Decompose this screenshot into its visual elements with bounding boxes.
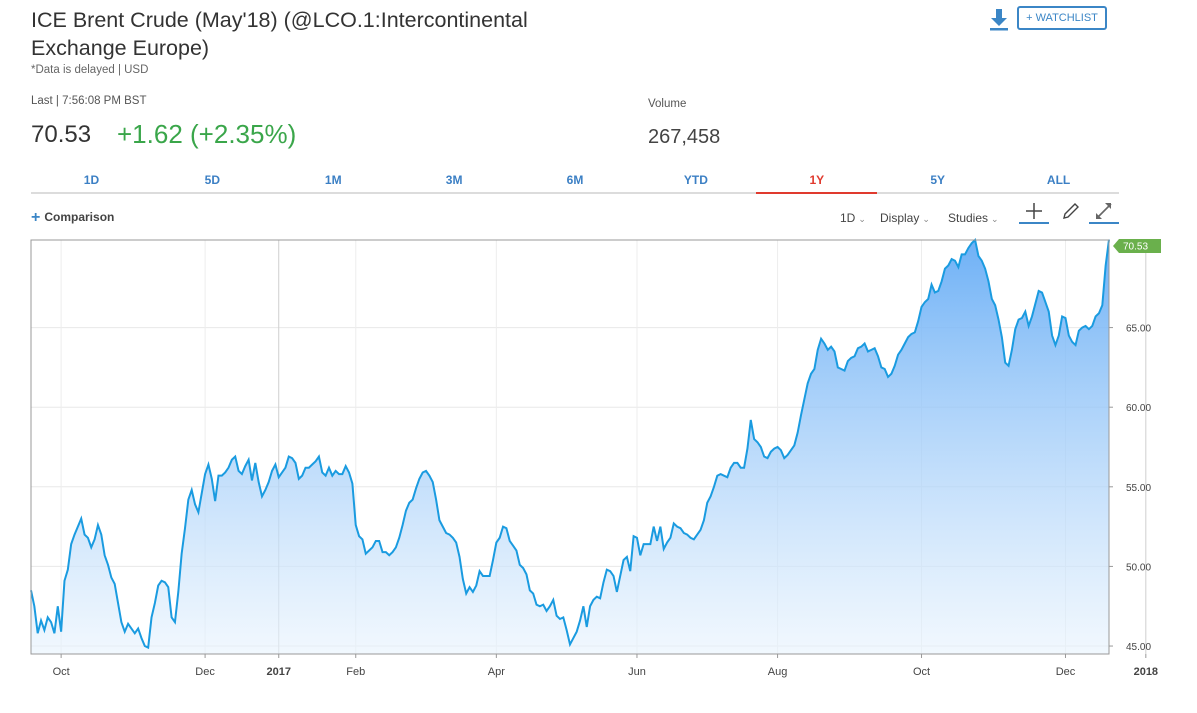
tab-3m[interactable]: 3M [445, 173, 463, 187]
instrument-title: ICE Brent Crude (May'18) (@LCO.1:Interco… [31, 8, 528, 60]
tab-1m[interactable]: 1M [324, 173, 342, 187]
display-dropdown[interactable]: Display ⌄ [880, 211, 930, 225]
price-line [30, 238, 1110, 650]
x-tick-label: Apr [488, 666, 505, 678]
tab-5y[interactable]: 5Y [930, 173, 946, 187]
tab-1d[interactable]: 1D [83, 173, 100, 187]
tab-6m[interactable]: 6M [566, 173, 584, 187]
data-delay-note: *Data is delayed | USD [31, 64, 149, 76]
tab-ytd[interactable]: YTD [683, 173, 708, 187]
y-tick-label: 50.00 [1126, 562, 1151, 573]
studies-label: Studies [948, 211, 989, 225]
chevron-down-icon: ⌄ [922, 214, 930, 224]
last-value-flag: 70.53 [1113, 239, 1161, 253]
x-tick-label: 2017 [266, 666, 290, 678]
volume-label: Volume [648, 98, 687, 110]
plus-icon: + [31, 209, 41, 226]
x-tick-label: Oct [53, 666, 70, 678]
watchlist-button[interactable]: + WATCHLIST [1017, 6, 1107, 30]
price-change: +1.62 (+2.35%) [117, 119, 297, 149]
tab-all[interactable]: ALL [1046, 173, 1071, 187]
expand-tool-button[interactable] [1089, 200, 1119, 224]
price-area [31, 239, 1109, 654]
draw-tool-button[interactable] [1055, 200, 1085, 224]
x-tick-label: Dec [1056, 666, 1076, 678]
interval-dropdown[interactable]: 1D ⌄ [840, 211, 866, 225]
y-tick-label: 60.00 [1126, 403, 1151, 414]
chevron-down-icon: ⌄ [991, 214, 999, 224]
last-value-label: 70.53 [1123, 242, 1148, 253]
x-tick-label: Feb [346, 666, 365, 678]
x-tick-label: Dec [195, 666, 215, 678]
crosshair-tool-button[interactable] [1019, 200, 1049, 224]
volume-value: 267,458 [648, 126, 721, 148]
crosshair-icon [1026, 203, 1042, 219]
x-tick-label: Aug [768, 666, 788, 678]
y-tick-label: 55.00 [1126, 483, 1151, 494]
x-tick-label: 2018 [1134, 666, 1158, 678]
x-tick-label: Oct [913, 666, 930, 678]
display-label: Display [880, 211, 920, 225]
studies-dropdown[interactable]: Studies ⌄ [948, 211, 999, 225]
pencil-icon [1063, 203, 1079, 219]
y-tick-label: 45.00 [1126, 642, 1151, 653]
last-price: 70.53 [31, 121, 92, 148]
range-tabs: 1D 5D 1M 3M 6M YTD 1Y 5Y ALL [31, 170, 1119, 194]
tab-5d[interactable]: 5D [204, 173, 220, 187]
expand-icon [1096, 203, 1112, 219]
plot-border [30, 239, 1110, 655]
price-chart[interactable]: 45.00 50.00 55.00 60.00 65.00 Oct Dec 2017 Feb Ap… [0, 232, 1197, 692]
interval-label: 1D [840, 211, 856, 225]
comparison-label: Comparison [44, 210, 115, 224]
x-tick-label: Jun [628, 666, 646, 678]
last-trade-label: Last | 7:56:08 PM BST [31, 95, 147, 107]
chevron-down-icon: ⌄ [858, 214, 866, 224]
y-tick-label: 65.00 [1126, 324, 1151, 335]
tab-1y[interactable]: 1Y [756, 170, 878, 194]
comparison-button[interactable]: + Comparison [31, 209, 114, 227]
download-icon[interactable] [988, 7, 1010, 31]
